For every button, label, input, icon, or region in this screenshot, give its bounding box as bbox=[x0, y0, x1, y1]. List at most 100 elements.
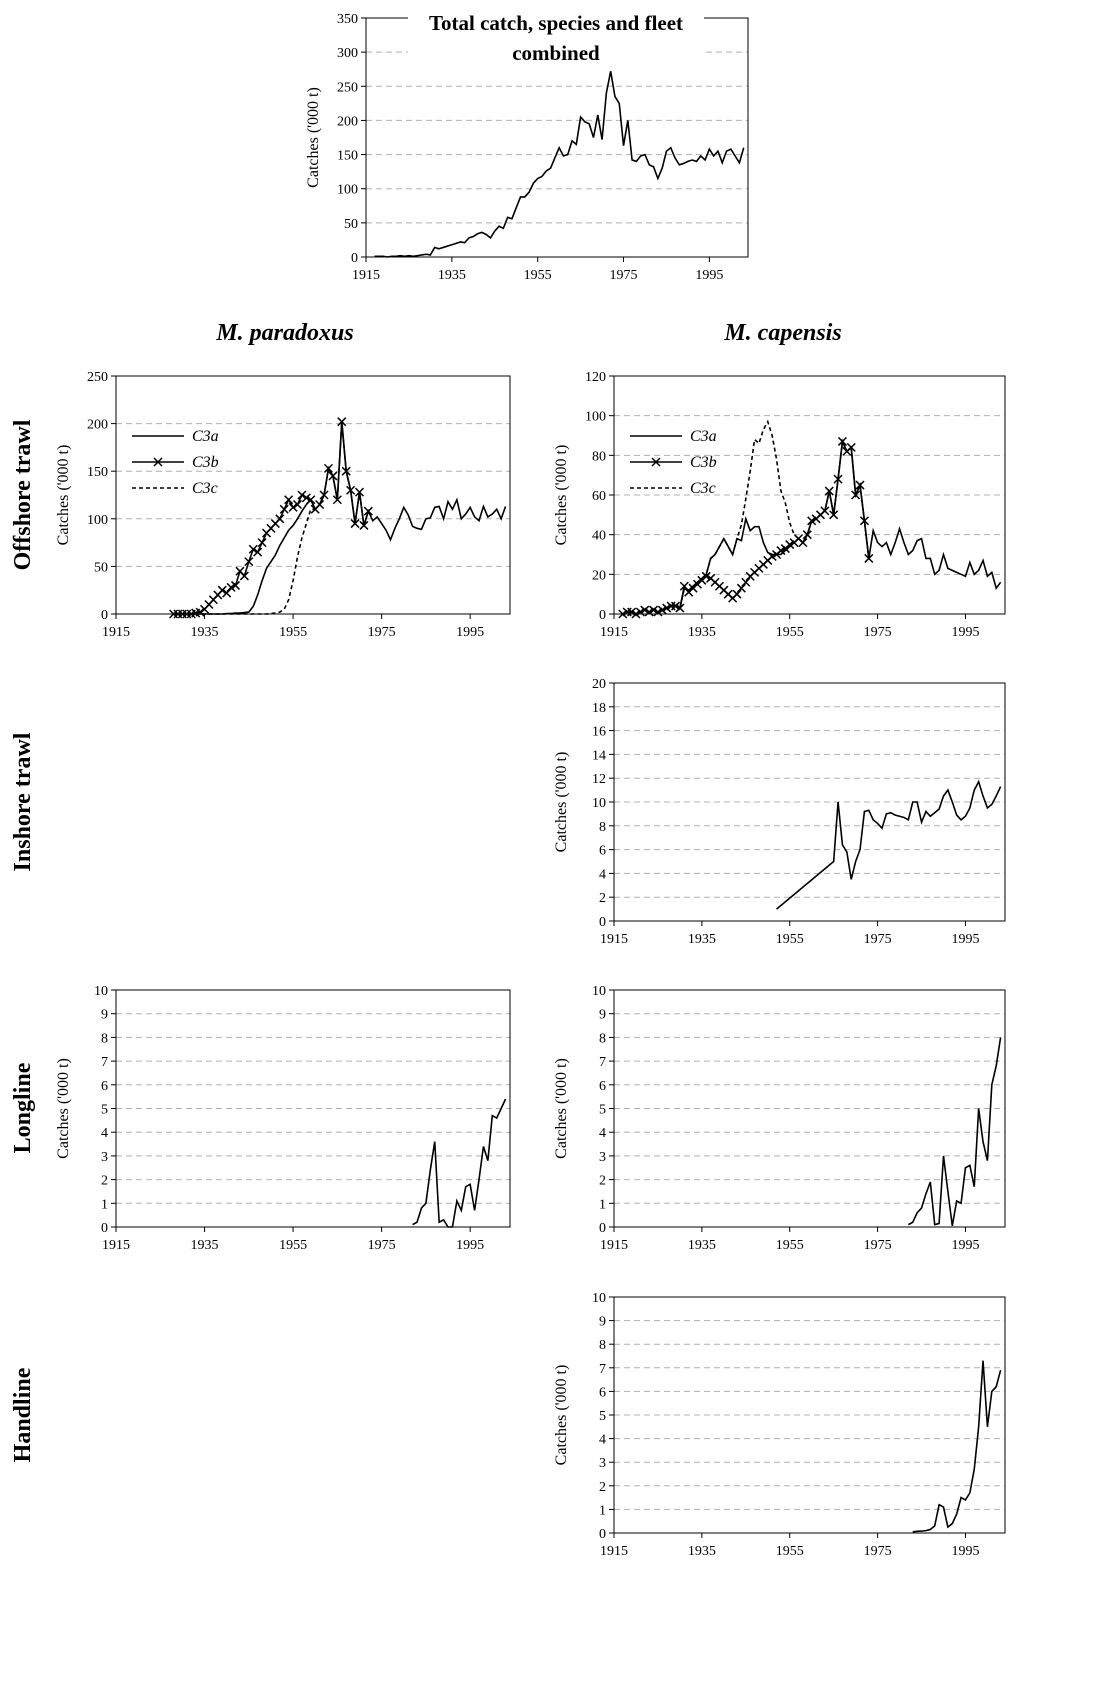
y-tick-label: 18 bbox=[592, 701, 606, 716]
y-tick-label: 1 bbox=[101, 1197, 108, 1212]
x-tick-label: 1995 bbox=[456, 1238, 484, 1253]
legend-label: C3c bbox=[690, 480, 716, 497]
series-line bbox=[374, 71, 745, 258]
marker bbox=[284, 495, 294, 505]
y-tick-label: 0 bbox=[599, 1221, 606, 1236]
marker bbox=[798, 538, 808, 548]
x-tick-label: 1935 bbox=[688, 625, 716, 640]
y-tick-label: 50 bbox=[344, 217, 358, 232]
y-tick-label: 100 bbox=[87, 513, 108, 528]
x-tick-label: 1935 bbox=[438, 268, 466, 283]
x-tick-label: 1995 bbox=[951, 625, 979, 640]
series-line bbox=[412, 1098, 507, 1228]
y-axis-label: Catches ('000 t) bbox=[553, 445, 570, 546]
x-tick-label: 1915 bbox=[600, 932, 628, 947]
x-tick-label: 1915 bbox=[102, 625, 130, 640]
plot-frame bbox=[115, 375, 511, 615]
x-tick-label: 1955 bbox=[776, 1544, 804, 1559]
marker bbox=[855, 480, 865, 490]
y-tick-label: 9 bbox=[101, 1008, 108, 1023]
marker bbox=[350, 519, 360, 529]
y-tick-label: 100 bbox=[585, 410, 606, 425]
marker bbox=[851, 490, 861, 500]
x-tick-label: 1955 bbox=[524, 268, 552, 283]
y-tick-label: 2 bbox=[599, 1480, 606, 1495]
marker bbox=[363, 506, 373, 516]
y-tick-label: 250 bbox=[87, 370, 108, 385]
y-tick-label: 12 bbox=[592, 772, 606, 787]
marker bbox=[306, 495, 316, 505]
y-axis-label: Catches ('000 t) bbox=[553, 752, 570, 853]
y-tick-label: 10 bbox=[94, 984, 108, 999]
row-label: Handline bbox=[10, 1367, 36, 1462]
marker bbox=[354, 487, 365, 497]
y-tick-label: 7 bbox=[101, 1055, 108, 1070]
marker bbox=[864, 553, 874, 563]
x-tick-label: 1955 bbox=[776, 1238, 804, 1253]
y-tick-label: 2 bbox=[101, 1174, 108, 1189]
marker bbox=[319, 490, 329, 500]
y-tick-label: 6 bbox=[101, 1079, 108, 1094]
y-tick-label: 8 bbox=[599, 820, 606, 835]
plot-frame bbox=[613, 989, 1006, 1228]
y-tick-label: 20 bbox=[592, 677, 606, 692]
x-tick-label: 1915 bbox=[352, 268, 380, 283]
x-tick-label: 1955 bbox=[279, 625, 307, 640]
marker bbox=[675, 603, 685, 613]
y-tick-label: 2 bbox=[599, 891, 606, 906]
marker bbox=[297, 490, 307, 500]
y-tick-label: 20 bbox=[592, 568, 606, 583]
marker bbox=[323, 463, 334, 473]
legend-label: C3a bbox=[192, 428, 219, 445]
y-tick-label: 7 bbox=[599, 1362, 606, 1377]
marker bbox=[253, 547, 263, 557]
marker bbox=[736, 583, 746, 593]
marker bbox=[824, 486, 834, 496]
y-tick-label: 4 bbox=[599, 1433, 606, 1448]
y-tick-label: 0 bbox=[351, 251, 358, 266]
marker bbox=[292, 499, 303, 510]
x-tick-label: 1995 bbox=[951, 1238, 979, 1253]
y-tick-label: 8 bbox=[101, 1031, 108, 1046]
marker bbox=[837, 436, 847, 446]
y-tick-label: 5 bbox=[599, 1103, 606, 1118]
x-tick-label: 1935 bbox=[688, 1544, 716, 1559]
marker bbox=[230, 580, 241, 590]
y-tick-label: 3 bbox=[101, 1150, 108, 1165]
series-line bbox=[776, 779, 1002, 910]
legend-label: C3b bbox=[192, 454, 219, 471]
marker bbox=[829, 510, 839, 520]
y-tick-label: 0 bbox=[101, 1221, 108, 1236]
y-tick-label: 40 bbox=[592, 529, 606, 544]
legend-label: C3b bbox=[690, 454, 717, 471]
series-line bbox=[173, 508, 316, 615]
y-tick-label: 120 bbox=[585, 370, 606, 385]
y-tick-label: 16 bbox=[592, 725, 606, 740]
y-tick-label: 250 bbox=[337, 80, 358, 95]
marker bbox=[217, 585, 227, 595]
series-line bbox=[912, 1360, 1002, 1533]
series-line bbox=[173, 421, 370, 615]
x-tick-label: 1915 bbox=[102, 1238, 130, 1253]
column-label: M. paradoxus bbox=[215, 320, 353, 346]
legend-marker bbox=[153, 457, 163, 467]
x-tick-label: 1995 bbox=[695, 268, 723, 283]
marker bbox=[359, 520, 369, 530]
y-tick-label: 1 bbox=[599, 1503, 606, 1518]
y-tick-label: 3 bbox=[599, 1150, 606, 1165]
marker bbox=[732, 589, 742, 599]
y-tick-label: 6 bbox=[599, 844, 606, 859]
y-tick-label: 14 bbox=[592, 748, 606, 763]
x-tick-label: 1915 bbox=[600, 625, 628, 640]
plot-frame bbox=[613, 682, 1006, 922]
marker bbox=[279, 504, 289, 514]
x-tick-label: 1915 bbox=[600, 1238, 628, 1253]
y-axis-label: Catches ('000 t) bbox=[553, 1058, 570, 1159]
y-tick-label: 4 bbox=[101, 1126, 108, 1141]
y-tick-label: 60 bbox=[592, 489, 606, 504]
y-tick-label: 100 bbox=[337, 183, 358, 198]
y-tick-label: 0 bbox=[599, 1527, 606, 1542]
y-tick-label: 9 bbox=[599, 1008, 606, 1023]
x-tick-label: 1935 bbox=[191, 1238, 219, 1253]
